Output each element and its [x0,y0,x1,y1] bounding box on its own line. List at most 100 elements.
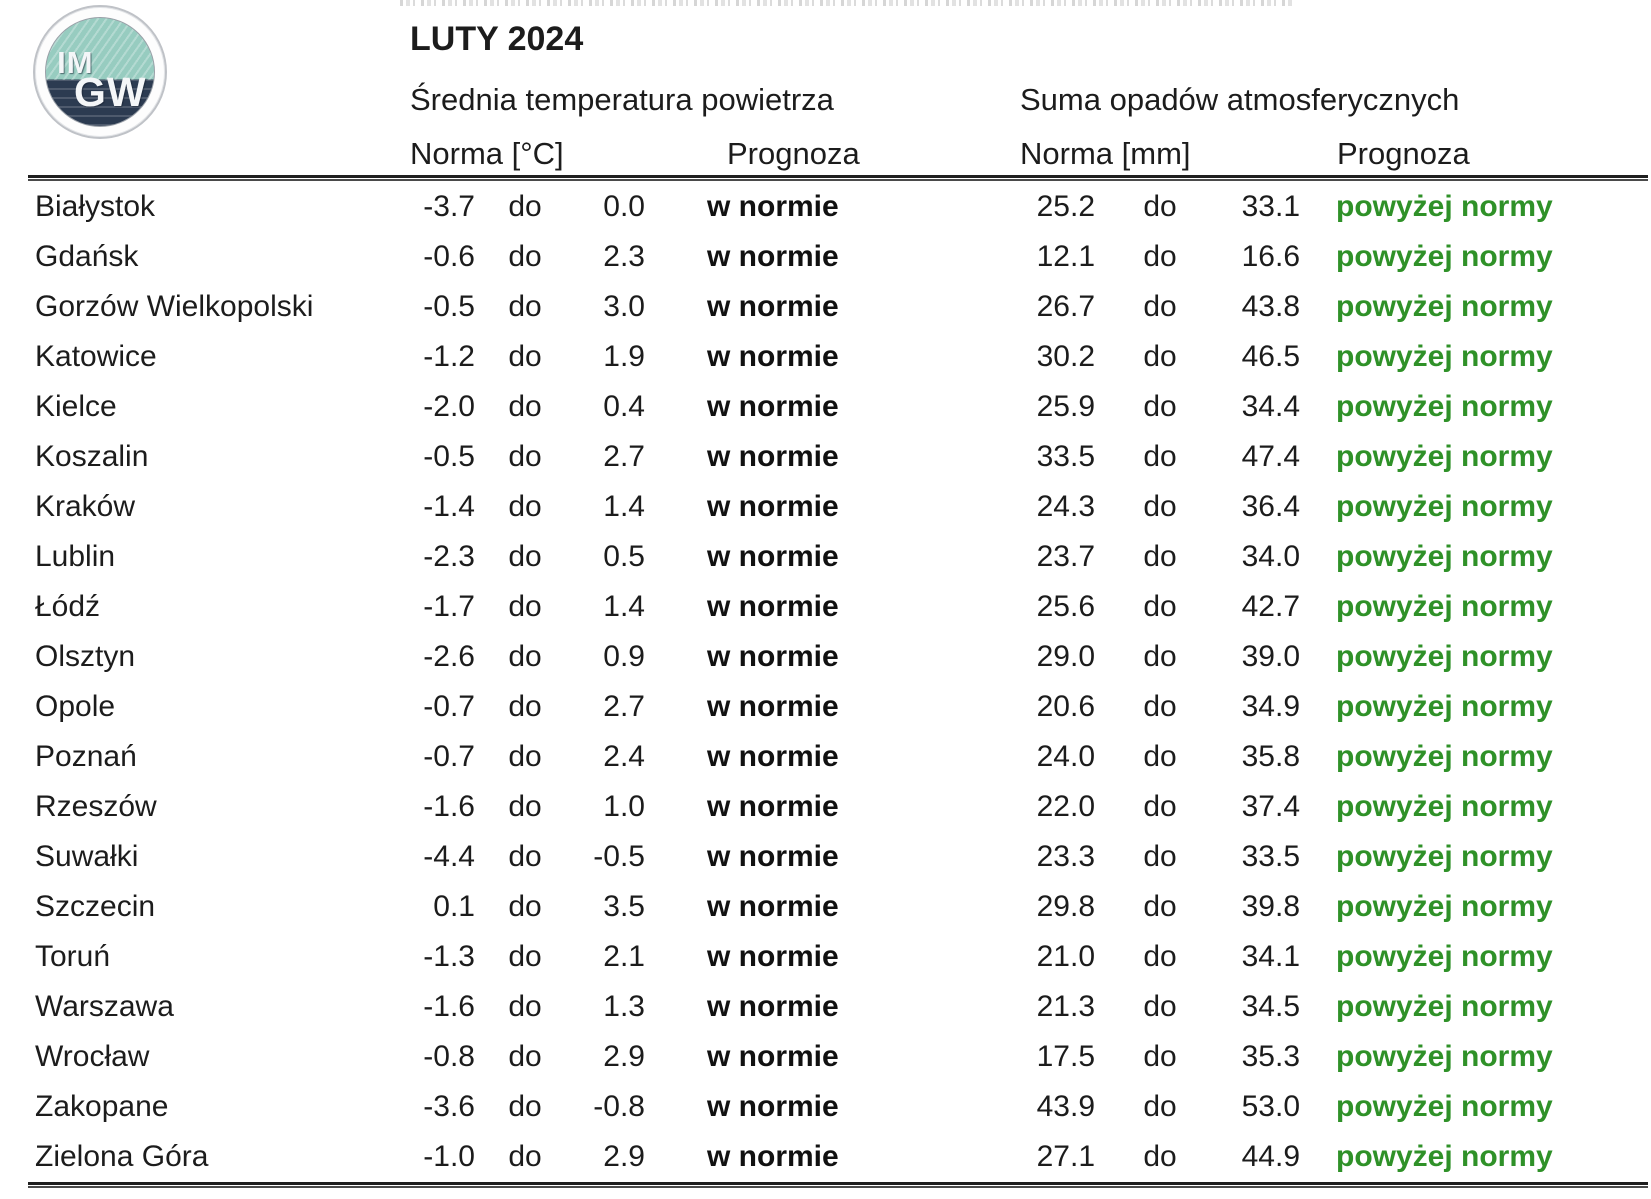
table-row: Kraków -1.4 do 1.4 w normie 24.3 do 36.4… [0,482,1651,532]
city-name: Gdańsk [35,240,139,273]
city-name: Wrocław [35,1040,150,1073]
range-separator: do [1143,990,1177,1023]
precip-max-value: 35.8 [1241,740,1300,773]
temp-max-value: -0.5 [593,840,645,873]
report-title: LUTY 2024 [410,20,584,58]
range-separator: do [508,990,542,1023]
precip-forecast: powyżej normy [1336,540,1553,573]
precip-forecast: powyżej normy [1336,1140,1553,1173]
range-separator: do [1143,790,1177,823]
range-separator: do [1143,740,1177,773]
precip-min-value: 25.6 [1036,590,1095,623]
precip-min-value: 17.5 [1036,1040,1095,1073]
temp-forecast: w normie [707,640,839,673]
precip-min-value: 26.7 [1036,290,1095,323]
range-separator: do [1143,490,1177,523]
temp-forecast: w normie [707,990,839,1023]
city-name: Zakopane [35,1090,169,1123]
city-name: Katowice [35,340,157,373]
temp-min-value: -4.4 [423,840,475,873]
city-name: Kielce [35,390,117,423]
precip-max-value: 34.9 [1241,690,1300,723]
range-separator: do [508,740,542,773]
range-separator: do [508,640,542,673]
city-name: Rzeszów [35,790,157,823]
section-header-precipitation: Suma opadów atmosferycznych [1020,82,1460,117]
precip-forecast: powyżej normy [1336,190,1553,223]
temp-max-value: -0.8 [593,1090,645,1123]
temp-max-value: 0.5 [603,540,645,573]
precip-forecast: powyżej normy [1336,640,1553,673]
range-separator: do [1143,590,1177,623]
precip-min-value: 20.6 [1036,690,1095,723]
range-separator: do [1143,340,1177,373]
forecast-table-body: Białystok -3.7 do 0.0 w normie 25.2 do 3… [0,182,1651,1182]
temp-max-value: 3.5 [603,890,645,923]
precip-forecast: powyżej normy [1336,690,1553,723]
temp-min-value: -1.7 [423,590,475,623]
precip-max-value: 46.5 [1241,340,1300,373]
temp-min-value: -2.3 [423,540,475,573]
precip-max-value: 33.1 [1241,190,1300,223]
precip-min-value: 27.1 [1036,1140,1095,1173]
table-row: Olsztyn -2.6 do 0.9 w normie 29.0 do 39.… [0,632,1651,682]
range-separator: do [508,690,542,723]
range-separator: do [1143,640,1177,673]
precip-forecast: powyżej normy [1336,590,1553,623]
precip-min-value: 30.2 [1036,340,1095,373]
table-row: Koszalin -0.5 do 2.7 w normie 33.5 do 47… [0,432,1651,482]
header-separator-rule [28,175,1648,182]
precip-forecast: powyżej normy [1336,940,1553,973]
temp-forecast: w normie [707,340,839,373]
city-name: Suwałki [35,840,139,873]
temp-max-value: 2.4 [603,740,645,773]
temp-min-value: -0.7 [423,690,475,723]
range-separator: do [508,840,542,873]
precip-forecast: powyżej normy [1336,490,1553,523]
temp-min-value: -1.4 [423,490,475,523]
imgw-logo: IM GW [33,5,167,139]
temp-max-value: 1.9 [603,340,645,373]
logo-text-gw: GW [74,69,147,115]
temp-forecast: w normie [707,240,839,273]
table-row: Łódź -1.7 do 1.4 w normie 25.6 do 42.7 p… [0,582,1651,632]
temp-min-value: -1.0 [423,1140,475,1173]
precip-min-value: 23.3 [1036,840,1095,873]
range-separator: do [508,790,542,823]
precip-max-value: 37.4 [1241,790,1300,823]
range-separator: do [508,540,542,573]
column-header-precip-forecast: Prognoza [1337,136,1470,171]
precip-min-value: 23.7 [1036,540,1095,573]
city-name: Toruń [35,940,111,973]
range-separator: do [1143,440,1177,473]
precip-max-value: 53.0 [1241,1090,1300,1123]
city-name: Kraków [35,490,136,523]
range-separator: do [1143,240,1177,273]
temp-max-value: 1.3 [603,990,645,1023]
precip-forecast: powyżej normy [1336,1040,1553,1073]
bottom-separator-rule [28,1182,1648,1189]
precip-min-value: 43.9 [1036,1090,1095,1123]
range-separator: do [1143,190,1177,223]
precip-forecast: powyżej normy [1336,740,1553,773]
temp-min-value: -0.5 [423,290,475,323]
temp-min-value: -1.6 [423,990,475,1023]
precip-max-value: 34.1 [1241,940,1300,973]
temp-max-value: 2.7 [603,690,645,723]
range-separator: do [508,940,542,973]
precip-max-value: 34.5 [1241,990,1300,1023]
range-separator: do [508,190,542,223]
temp-min-value: -0.8 [423,1040,475,1073]
temp-min-value: -2.6 [423,640,475,673]
city-name: Zielona Góra [35,1140,209,1173]
temp-forecast: w normie [707,440,839,473]
temp-max-value: 2.3 [603,240,645,273]
precip-min-value: 25.9 [1036,390,1095,423]
range-separator: do [508,240,542,273]
city-name: Szczecin [35,890,156,923]
table-row: Wrocław -0.8 do 2.9 w normie 17.5 do 35.… [0,1032,1651,1082]
range-separator: do [508,590,542,623]
temp-forecast: w normie [707,740,839,773]
temp-min-value: -0.6 [423,240,475,273]
range-separator: do [508,340,542,373]
